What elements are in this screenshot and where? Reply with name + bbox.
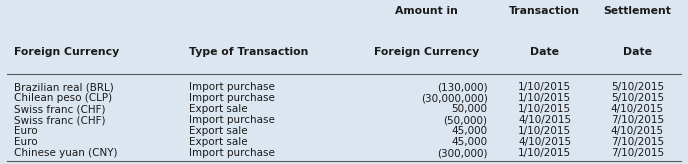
Text: 1/10/2015: 1/10/2015 xyxy=(518,82,571,92)
Text: Date: Date xyxy=(530,47,559,57)
Text: 45,000: 45,000 xyxy=(451,126,488,136)
Text: Chilean peso (CLP): Chilean peso (CLP) xyxy=(14,93,111,103)
Text: Transaction: Transaction xyxy=(509,6,580,16)
Text: Euro: Euro xyxy=(14,137,37,147)
Text: Type of Transaction: Type of Transaction xyxy=(189,47,308,57)
Text: 7/10/2015: 7/10/2015 xyxy=(611,137,664,147)
Text: Import purchase: Import purchase xyxy=(189,115,275,125)
Text: Export sale: Export sale xyxy=(189,137,248,147)
Text: Import purchase: Import purchase xyxy=(189,93,275,103)
Text: Amount in: Amount in xyxy=(395,6,458,16)
Text: Foreign Currency: Foreign Currency xyxy=(374,47,480,57)
Text: 1/10/2015: 1/10/2015 xyxy=(518,148,571,158)
Text: 4/10/2015: 4/10/2015 xyxy=(611,104,664,114)
Text: Export sale: Export sale xyxy=(189,126,248,136)
Text: 4/10/2015: 4/10/2015 xyxy=(518,115,571,125)
Text: 45,000: 45,000 xyxy=(451,137,488,147)
Text: Swiss franc (CHF): Swiss franc (CHF) xyxy=(14,104,105,114)
Text: (130,000): (130,000) xyxy=(437,82,488,92)
Text: 5/10/2015: 5/10/2015 xyxy=(611,93,664,103)
Text: Euro: Euro xyxy=(14,126,37,136)
Text: 7/10/2015: 7/10/2015 xyxy=(611,148,664,158)
Text: (30,000,000): (30,000,000) xyxy=(421,93,488,103)
Text: (300,000): (300,000) xyxy=(437,148,488,158)
Text: 50,000: 50,000 xyxy=(451,104,488,114)
Text: (50,000): (50,000) xyxy=(444,115,488,125)
Text: Swiss franc (CHF): Swiss franc (CHF) xyxy=(14,115,105,125)
Text: 5/10/2015: 5/10/2015 xyxy=(611,82,664,92)
Text: Chinese yuan (CNY): Chinese yuan (CNY) xyxy=(14,148,117,158)
Text: Import purchase: Import purchase xyxy=(189,82,275,92)
Text: Export sale: Export sale xyxy=(189,104,248,114)
Text: Foreign Currency: Foreign Currency xyxy=(14,47,119,57)
Text: 1/10/2015: 1/10/2015 xyxy=(518,126,571,136)
Text: Brazilian real (BRL): Brazilian real (BRL) xyxy=(14,82,114,92)
Text: 7/10/2015: 7/10/2015 xyxy=(611,115,664,125)
Text: 4/10/2015: 4/10/2015 xyxy=(611,126,664,136)
Text: Settlement: Settlement xyxy=(603,6,671,16)
Text: 1/10/2015: 1/10/2015 xyxy=(518,104,571,114)
Text: 1/10/2015: 1/10/2015 xyxy=(518,93,571,103)
Text: 4/10/2015: 4/10/2015 xyxy=(518,137,571,147)
Text: Date: Date xyxy=(623,47,652,57)
Text: Import purchase: Import purchase xyxy=(189,148,275,158)
